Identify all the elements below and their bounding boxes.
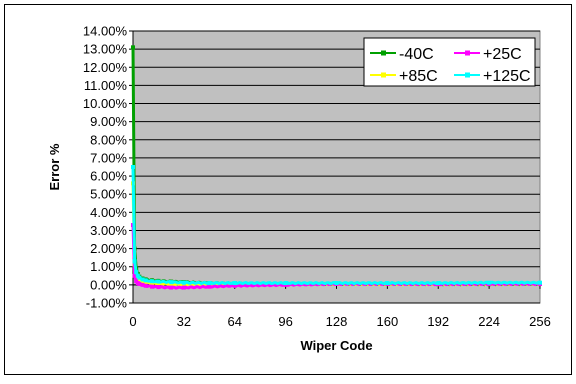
legend: -40C +25C +85C +125C: [363, 37, 536, 87]
legend-item-0: -40C: [370, 46, 434, 63]
data-point: [181, 285, 186, 290]
legend-label-2: +85C: [399, 68, 438, 85]
data-point: [207, 281, 212, 286]
data-point: [140, 282, 145, 287]
y-tick-label: 12.00%: [83, 60, 128, 75]
data-point: [334, 281, 339, 286]
legend-box: [363, 37, 536, 87]
data-point: [181, 280, 186, 285]
legend-marker: [381, 72, 386, 78]
data-point: [132, 273, 137, 278]
x-tick-label: 160: [377, 314, 399, 329]
y-tick-label: 8.00%: [90, 132, 127, 147]
y-tick-label: 14.00%: [83, 24, 128, 39]
y-tick-label: 0.00%: [90, 277, 127, 292]
series-group: [131, 45, 542, 290]
y-tick-label: 6.00%: [90, 169, 127, 184]
series-3: [131, 165, 542, 286]
data-point: [487, 280, 492, 285]
legend-symbol-1: [454, 50, 480, 56]
y-tick-label: 7.00%: [90, 150, 127, 165]
data-point: [150, 284, 155, 289]
x-tick-label: 224: [478, 314, 500, 329]
x-tick-label: 0: [129, 314, 136, 329]
data-point: [132, 259, 137, 264]
x-tick-label: 64: [228, 314, 242, 329]
x-axis-title: Wiper Code: [300, 338, 372, 353]
data-point: [436, 281, 441, 286]
data-point: [137, 275, 142, 280]
data-point: [538, 280, 542, 285]
data-point: [131, 45, 135, 50]
data-point: [169, 280, 174, 285]
data-point: [143, 278, 148, 283]
data-point: [232, 281, 237, 286]
legend-marker: [381, 50, 386, 56]
data-point: [169, 285, 174, 290]
data-point: [385, 281, 390, 286]
legend-label-0: -40C: [399, 46, 434, 63]
data-point: [156, 279, 161, 284]
legend-label-1: +25C: [483, 46, 522, 63]
y-tick-label: 4.00%: [90, 205, 127, 220]
legend-symbol-2: [370, 72, 396, 78]
y-tick-label: 5.00%: [90, 187, 127, 202]
y-tick-label: -1.00%: [86, 296, 128, 311]
legend-item-2: +85C: [370, 68, 438, 85]
y-tick-label: 10.00%: [83, 96, 128, 111]
y-tick-label: 11.00%: [84, 78, 128, 93]
legend-marker: [465, 72, 470, 78]
data-point: [156, 285, 161, 290]
x-tick-label: 128: [326, 314, 348, 329]
y-tick-label: 3.00%: [90, 223, 127, 238]
data-point: [150, 279, 155, 284]
data-point: [232, 283, 237, 288]
data-point: [143, 283, 148, 288]
legend-marker: [465, 50, 470, 56]
legend-label-3: +125C: [483, 68, 531, 85]
x-tick-label: 32: [177, 314, 191, 329]
x-tick-label: 256: [529, 314, 551, 329]
data-point: [283, 281, 288, 286]
y-tick-label: 1.00%: [90, 259, 127, 274]
y-tick-label: 2.00%: [90, 241, 127, 256]
x-tick-label: 96: [278, 314, 292, 329]
y-tick-label: 13.00%: [83, 42, 128, 57]
data-point: [207, 284, 212, 289]
legend-symbol-3: [454, 72, 480, 78]
data-point: [140, 277, 145, 282]
legend-item-3: +125C: [454, 68, 531, 85]
data-point: [131, 165, 135, 169]
x-tick-label: 192: [427, 314, 449, 329]
y-tick-label: 9.00%: [90, 114, 127, 129]
data-point: [137, 281, 142, 286]
legend-item-1: +25C: [454, 46, 522, 63]
data-point: [134, 270, 139, 275]
y-axis-title: Error %: [47, 143, 62, 190]
legend-symbol-0: [370, 50, 396, 56]
